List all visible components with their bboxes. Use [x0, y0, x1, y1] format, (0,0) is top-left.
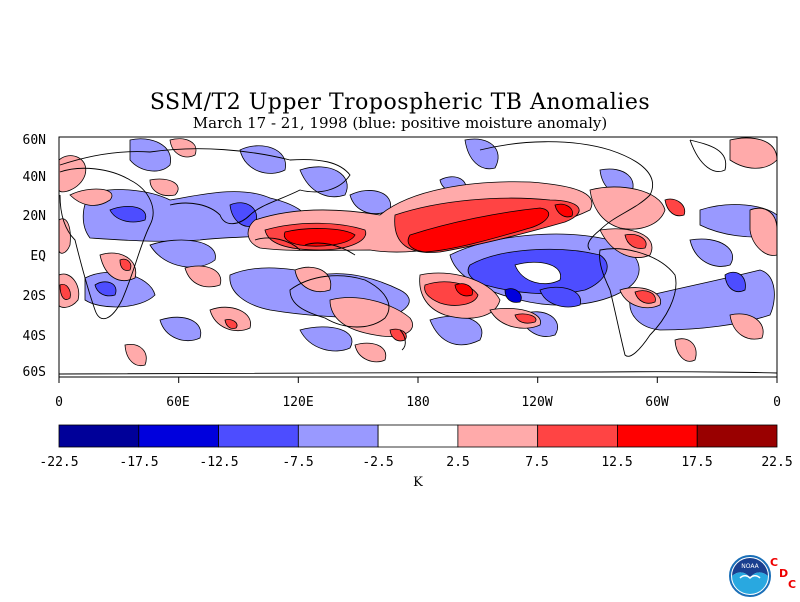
colorbar-tick-label: -7.5	[282, 455, 314, 470]
map-title: SSM/T2 Upper Tropospheric TB Anomalies	[149, 90, 651, 115]
lat-label-60n: 60N	[22, 133, 46, 148]
positive-moisture-regions	[82, 138, 777, 352]
lat-label-40n: 40N	[22, 170, 46, 185]
colorbar-tick-label: 7.5	[525, 455, 549, 470]
colorbar-tick-label: -2.5	[362, 455, 394, 470]
colorbar-tick-label: 17.5	[681, 455, 713, 470]
lat-label-60s: 60S	[22, 365, 46, 380]
colorbar-swatch	[537, 424, 618, 448]
cdc-letter: C	[770, 556, 779, 569]
colorbar-tick-label: 22.5	[761, 455, 793, 470]
colorbar-swatch	[617, 424, 698, 448]
colorbar-unit: K	[413, 475, 423, 490]
lat-label-40s: 40S	[22, 329, 46, 344]
lon-label-0: 0	[55, 395, 63, 410]
noaa-cdc-logo: NOAA	[728, 554, 772, 602]
lon-label-120e: 120E	[282, 395, 314, 410]
colorbar-swatch	[58, 424, 140, 448]
lon-label-120w: 120W	[521, 395, 553, 410]
colorbar-tick-label: -12.5	[199, 455, 239, 470]
colorbar-tick-label: -17.5	[119, 455, 159, 470]
axis-ticks	[58, 377, 778, 383]
cdc-letter: C	[788, 578, 797, 591]
colorbar-swatch	[457, 424, 539, 448]
map-subtitle: March 17 - 21, 1998 (blue: positive mois…	[192, 114, 608, 132]
lon-label-60e: 60E	[166, 395, 190, 410]
cdc-letter: D	[779, 567, 789, 580]
colorbar-swatch	[218, 424, 299, 448]
noaa-logo-icon: NOAA	[729, 555, 771, 597]
colorbar-swatch	[377, 424, 459, 448]
colorbar	[58, 424, 778, 448]
noaa-logo-text: NOAA	[741, 563, 759, 570]
colorbar-tick-label: -22.5	[39, 455, 79, 470]
lat-label-20n: 20N	[22, 209, 46, 224]
colorbar-swatch	[297, 424, 379, 448]
colorbar-tick-label: 2.5	[446, 455, 470, 470]
strongest-dry-regions	[283, 203, 573, 297]
colorbar-swatch	[696, 424, 778, 448]
lat-label-eq: EQ	[30, 249, 46, 264]
lon-label-180: 180	[406, 395, 430, 410]
lon-label-0-end: 0	[773, 395, 781, 410]
colorbar-swatch	[138, 424, 219, 448]
colorbar-tick-label: 12.5	[601, 455, 633, 470]
lon-label-60w: 60W	[645, 395, 669, 410]
lat-label-20s: 20S	[22, 289, 46, 304]
